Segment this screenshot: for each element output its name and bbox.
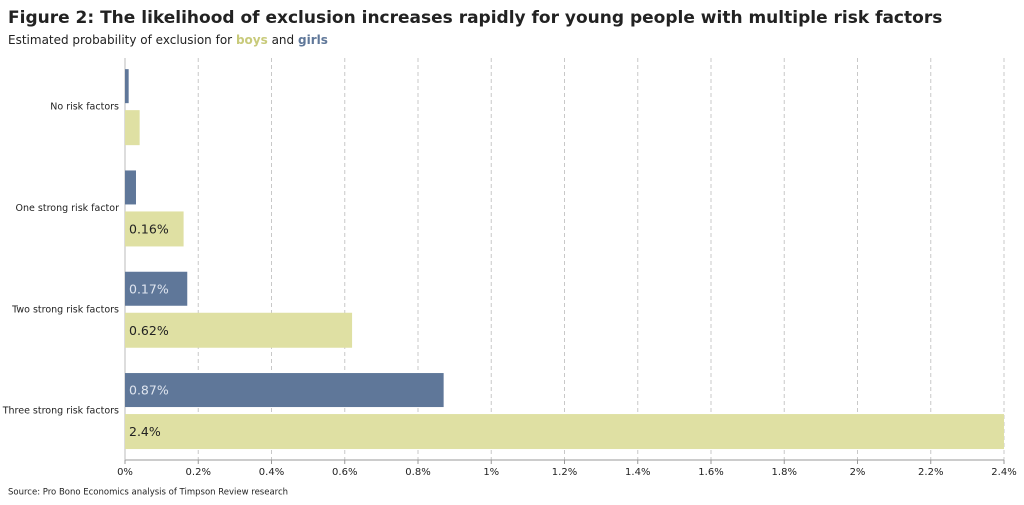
y-tick-label: No risk factors bbox=[50, 102, 119, 113]
x-tick-label: 1.6% bbox=[698, 467, 723, 478]
bar bbox=[125, 414, 1004, 450]
x-tick-label: 0.4% bbox=[259, 467, 284, 478]
x-tick-label: 1.8% bbox=[772, 467, 797, 478]
bar bbox=[125, 110, 140, 146]
x-tick-label: 2% bbox=[850, 467, 866, 478]
source-note: Source: Pro Bono Economics analysis of T… bbox=[8, 488, 288, 498]
chart-title: Figure 2: The likelihood of exclusion in… bbox=[8, 8, 942, 28]
value-label: 0.16% bbox=[129, 221, 169, 236]
legend-entry: boys bbox=[236, 33, 268, 47]
x-tick-label: 2.2% bbox=[918, 467, 943, 478]
y-tick-label: Three strong risk factors bbox=[2, 406, 119, 417]
bar bbox=[125, 373, 444, 408]
bar bbox=[125, 312, 353, 348]
x-tick-label: 2.4% bbox=[991, 467, 1016, 478]
subtitle-text: Estimated probability of exclusion for bbox=[8, 33, 232, 47]
value-label: 0.87% bbox=[129, 383, 169, 398]
y-tick-label: One strong risk factor bbox=[16, 203, 120, 214]
x-tick-label: 0.2% bbox=[186, 467, 211, 478]
bar bbox=[125, 69, 129, 104]
value-label: 2.4% bbox=[129, 424, 161, 439]
bar bbox=[125, 211, 184, 247]
x-tick-label: 1.4% bbox=[625, 467, 650, 478]
x-tick-label: 0% bbox=[117, 467, 133, 478]
subtitle-and: and bbox=[272, 33, 295, 47]
x-tick-label: 0.6% bbox=[332, 467, 357, 478]
y-tick-label: Two strong risk factors bbox=[11, 304, 119, 315]
bar bbox=[125, 170, 136, 205]
bar bbox=[125, 271, 188, 306]
legend-entry: girls bbox=[298, 33, 328, 47]
chart-subtitle: Estimated probability of exclusion for b… bbox=[8, 33, 328, 47]
value-label: 0.17% bbox=[129, 281, 169, 296]
x-tick-label: 0.8% bbox=[405, 467, 430, 478]
x-tick-label: 1.2% bbox=[552, 467, 577, 478]
x-tick-label: 1% bbox=[483, 467, 499, 478]
value-label: 0.62% bbox=[129, 323, 169, 338]
